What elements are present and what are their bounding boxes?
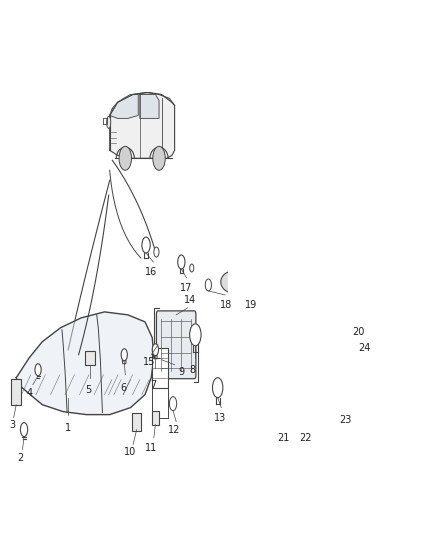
Text: 3: 3 [9, 419, 15, 430]
Text: 13: 13 [214, 413, 226, 423]
Circle shape [21, 423, 28, 437]
Circle shape [178, 255, 185, 269]
Circle shape [121, 349, 127, 361]
Polygon shape [110, 94, 138, 118]
Text: 6: 6 [120, 383, 126, 393]
Text: 11: 11 [145, 442, 157, 453]
Bar [300, 400, 310, 416]
Circle shape [346, 338, 353, 352]
Text: 21: 21 [277, 433, 289, 442]
Text: 17: 17 [180, 283, 193, 293]
Text: 14: 14 [184, 295, 196, 305]
Text: 15: 15 [142, 357, 155, 367]
Text: 16: 16 [145, 267, 157, 277]
Circle shape [212, 378, 223, 398]
Bar [11, 379, 21, 405]
Bar [314, 353, 322, 392]
Bar [276, 400, 288, 416]
Text: 2: 2 [17, 453, 24, 463]
Circle shape [205, 279, 212, 291]
Circle shape [170, 397, 177, 410]
Text: 23: 23 [340, 415, 352, 425]
Text: 19: 19 [245, 300, 257, 310]
Polygon shape [16, 312, 154, 415]
Circle shape [153, 147, 165, 170]
Circle shape [152, 344, 159, 356]
Text: 24: 24 [358, 343, 370, 353]
Text: 7: 7 [150, 379, 156, 390]
Bar [152, 348, 168, 387]
Bar [325, 353, 334, 392]
Bar [303, 353, 311, 392]
Circle shape [142, 237, 150, 253]
Bar [132, 413, 141, 431]
Text: 9: 9 [178, 367, 184, 377]
Bar [336, 353, 345, 392]
Text: 20: 20 [353, 327, 365, 337]
Text: 8: 8 [190, 365, 196, 375]
Circle shape [35, 364, 41, 376]
Bar [258, 350, 300, 394]
Ellipse shape [221, 271, 246, 293]
Circle shape [119, 147, 131, 170]
Polygon shape [140, 94, 159, 118]
Circle shape [154, 247, 159, 257]
Bar [152, 410, 159, 425]
Text: 18: 18 [220, 300, 233, 310]
Text: 1: 1 [65, 423, 71, 433]
Text: 12: 12 [168, 425, 180, 434]
Text: 5: 5 [85, 385, 91, 394]
Circle shape [190, 264, 194, 272]
FancyBboxPatch shape [300, 342, 347, 402]
Text: 22: 22 [300, 433, 312, 442]
Circle shape [334, 379, 342, 395]
Polygon shape [110, 92, 175, 158]
Ellipse shape [106, 116, 111, 128]
Text: 10: 10 [124, 447, 137, 457]
Text: 4: 4 [27, 387, 33, 398]
Bar [85, 351, 95, 365]
Circle shape [190, 324, 201, 346]
FancyBboxPatch shape [156, 311, 196, 379]
